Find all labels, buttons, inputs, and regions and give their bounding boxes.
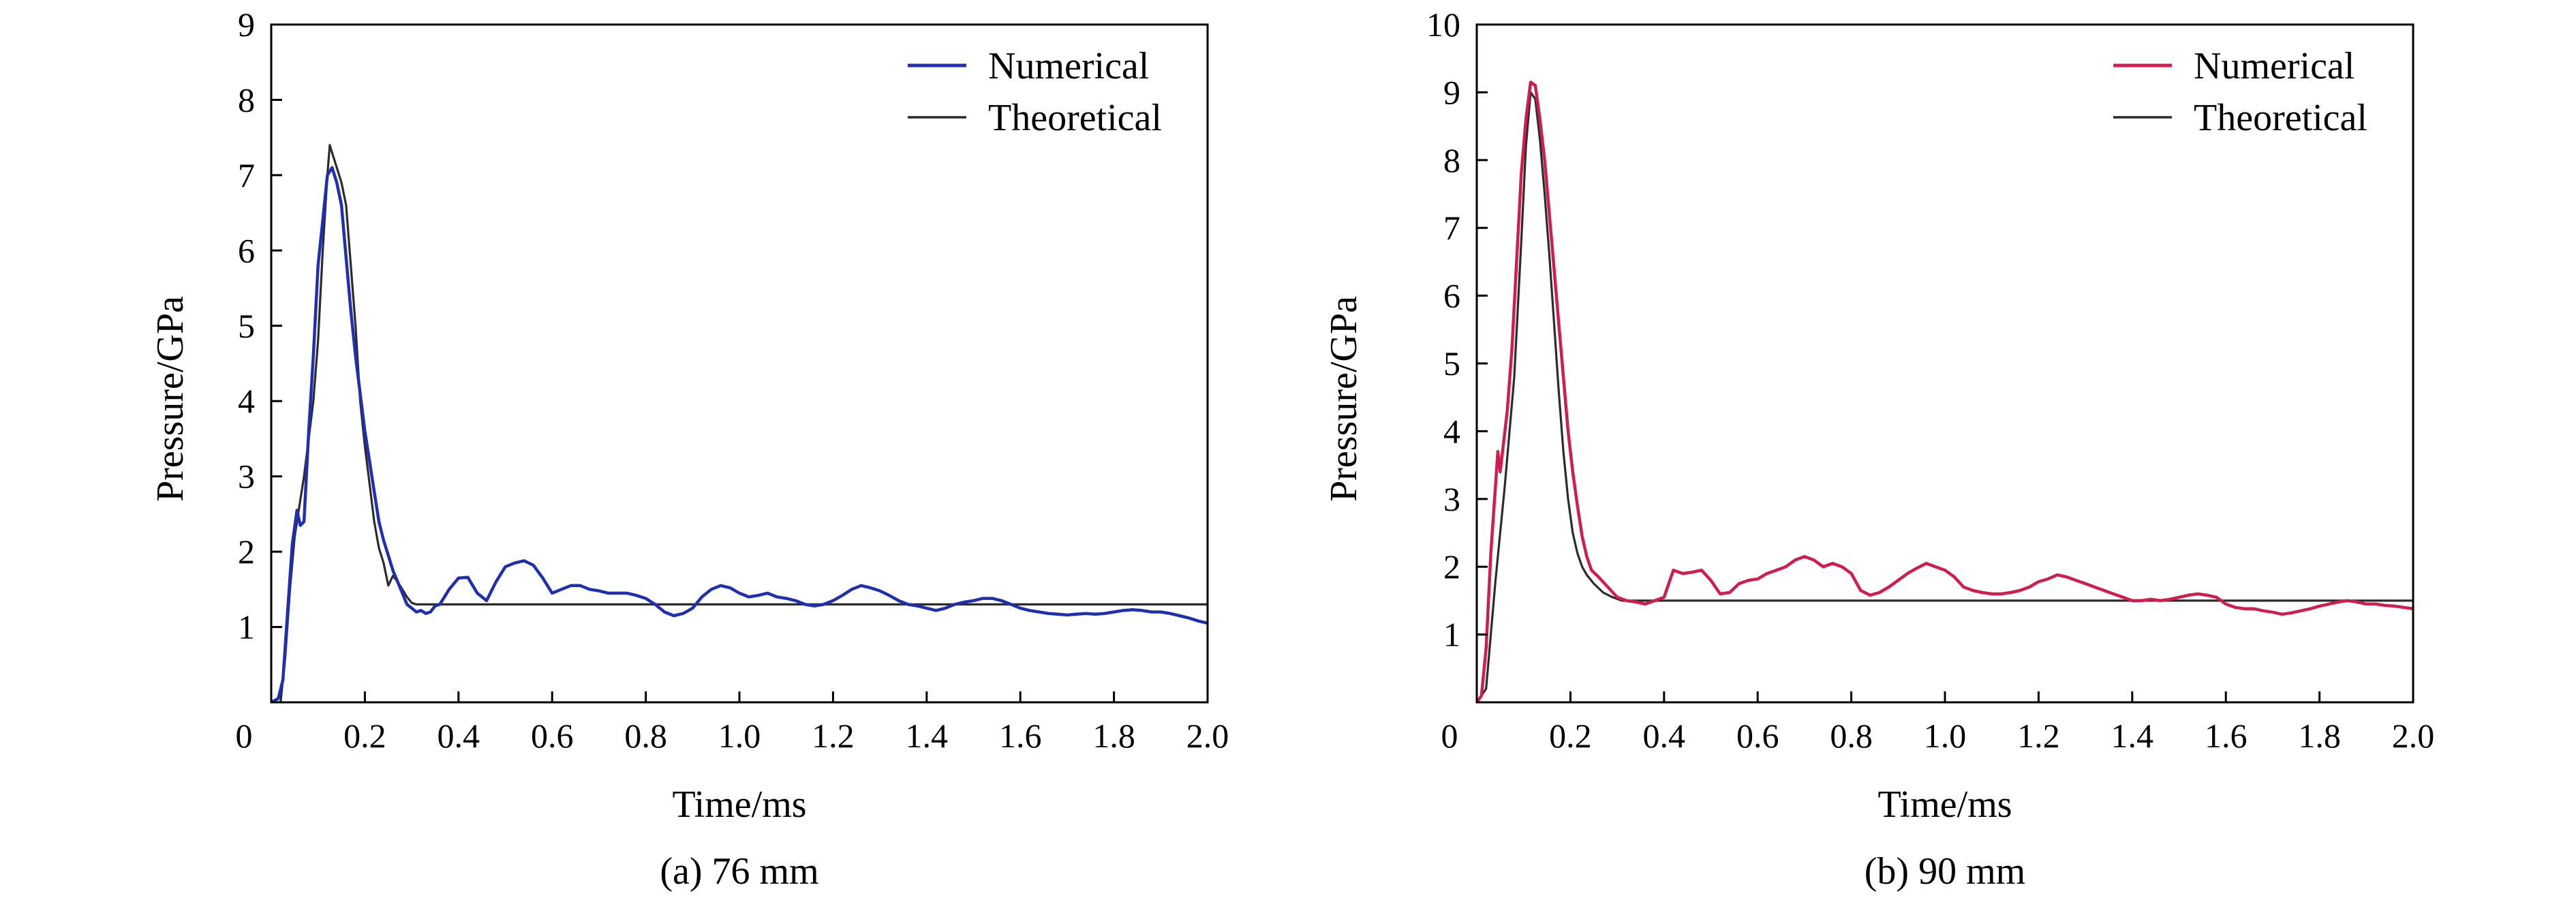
x-tick-label: 0.4 xyxy=(438,717,480,755)
series-line-theoretical xyxy=(1477,91,2413,702)
series-line-numerical xyxy=(271,166,1208,702)
y-tick-label: 5 xyxy=(238,307,255,345)
x-tick-label: 0.6 xyxy=(531,717,574,755)
x-tick-label: 1.2 xyxy=(812,717,855,755)
series-lines xyxy=(271,144,1208,702)
y-tick-label: 6 xyxy=(1443,277,1460,315)
y-tick-label: 3 xyxy=(1443,480,1460,518)
y-tick-label: 10 xyxy=(1426,5,1460,44)
y-tick-label: 5 xyxy=(1443,344,1460,383)
legend-label-numerical: Numerical xyxy=(988,45,1149,87)
x-tick-label: 0.8 xyxy=(1830,717,1873,755)
x-tick-label: 1.0 xyxy=(1924,717,1967,755)
x-tick-label: 1.6 xyxy=(2205,717,2248,755)
y-tick-label: 8 xyxy=(1443,141,1460,179)
x-tick-label: 0 xyxy=(1441,717,1458,755)
y-tick-label: 1 xyxy=(1443,616,1460,654)
chart-caption: (a) 76 mm xyxy=(660,850,818,893)
chart-panel-b: Pressure/GPa Time/ms (b) 90 mm 0 0.2 0.4 0.… xyxy=(1323,5,2434,893)
y-tick-label: 6 xyxy=(238,231,255,269)
y-tick-label: 4 xyxy=(238,382,255,420)
chart-panel-a: Pressure/GPa Time/ms (a) 76 mm 0 0.2 0.4 0.… xyxy=(149,5,1229,893)
x-tick-label: 1.8 xyxy=(1092,717,1135,755)
y-tick-label: 9 xyxy=(1443,73,1460,111)
x-axis-title: Time/ms xyxy=(672,783,806,826)
x-tick-label: 1.2 xyxy=(2017,717,2060,755)
y-tick-label: 7 xyxy=(1443,209,1460,247)
legend-label-numerical: Numerical xyxy=(2194,45,2355,87)
y-axis-title: Pressure/GPa xyxy=(1323,296,1365,502)
y-tick-label: 2 xyxy=(238,533,255,571)
y-tick-label: 7 xyxy=(238,156,255,194)
y-tick-label: 8 xyxy=(238,80,255,119)
legend-label-theoretical: Theoretical xyxy=(2194,97,2367,139)
x-tick-label: 0.6 xyxy=(1736,717,1779,755)
x-tick-label: 1.4 xyxy=(2111,717,2154,755)
series-lines xyxy=(1477,80,2413,702)
y-tick-label: 1 xyxy=(238,608,255,646)
legend-label-theoretical: Theoretical xyxy=(988,97,1162,139)
y-tick-label: 9 xyxy=(238,5,255,44)
series-line-numerical xyxy=(1477,80,2413,702)
x-tick-label: 0.2 xyxy=(1549,717,1592,755)
x-tick-label: 0 xyxy=(236,717,253,755)
x-axis-title: Time/ms xyxy=(1877,783,2012,826)
x-tick-label: 1.6 xyxy=(999,717,1042,755)
x-tick-label: 0.4 xyxy=(1643,717,1686,755)
x-tick-label: 0.2 xyxy=(343,717,386,755)
y-tick-label: 4 xyxy=(1443,412,1460,450)
chart-caption: (b) 90 mm xyxy=(1865,850,2025,893)
x-tick-label: 2.0 xyxy=(1186,717,1229,755)
x-tick-label: 1.4 xyxy=(906,717,949,755)
x-tick-label: 1.0 xyxy=(718,717,761,755)
y-tick-label: 3 xyxy=(238,458,255,496)
x-tick-label: 2.0 xyxy=(2392,717,2435,755)
x-tick-label: 0.8 xyxy=(624,717,667,755)
y-tick-label: 2 xyxy=(1443,548,1460,586)
x-tick-label: 1.8 xyxy=(2298,717,2341,755)
y-axis-title: Pressure/GPa xyxy=(149,296,191,502)
